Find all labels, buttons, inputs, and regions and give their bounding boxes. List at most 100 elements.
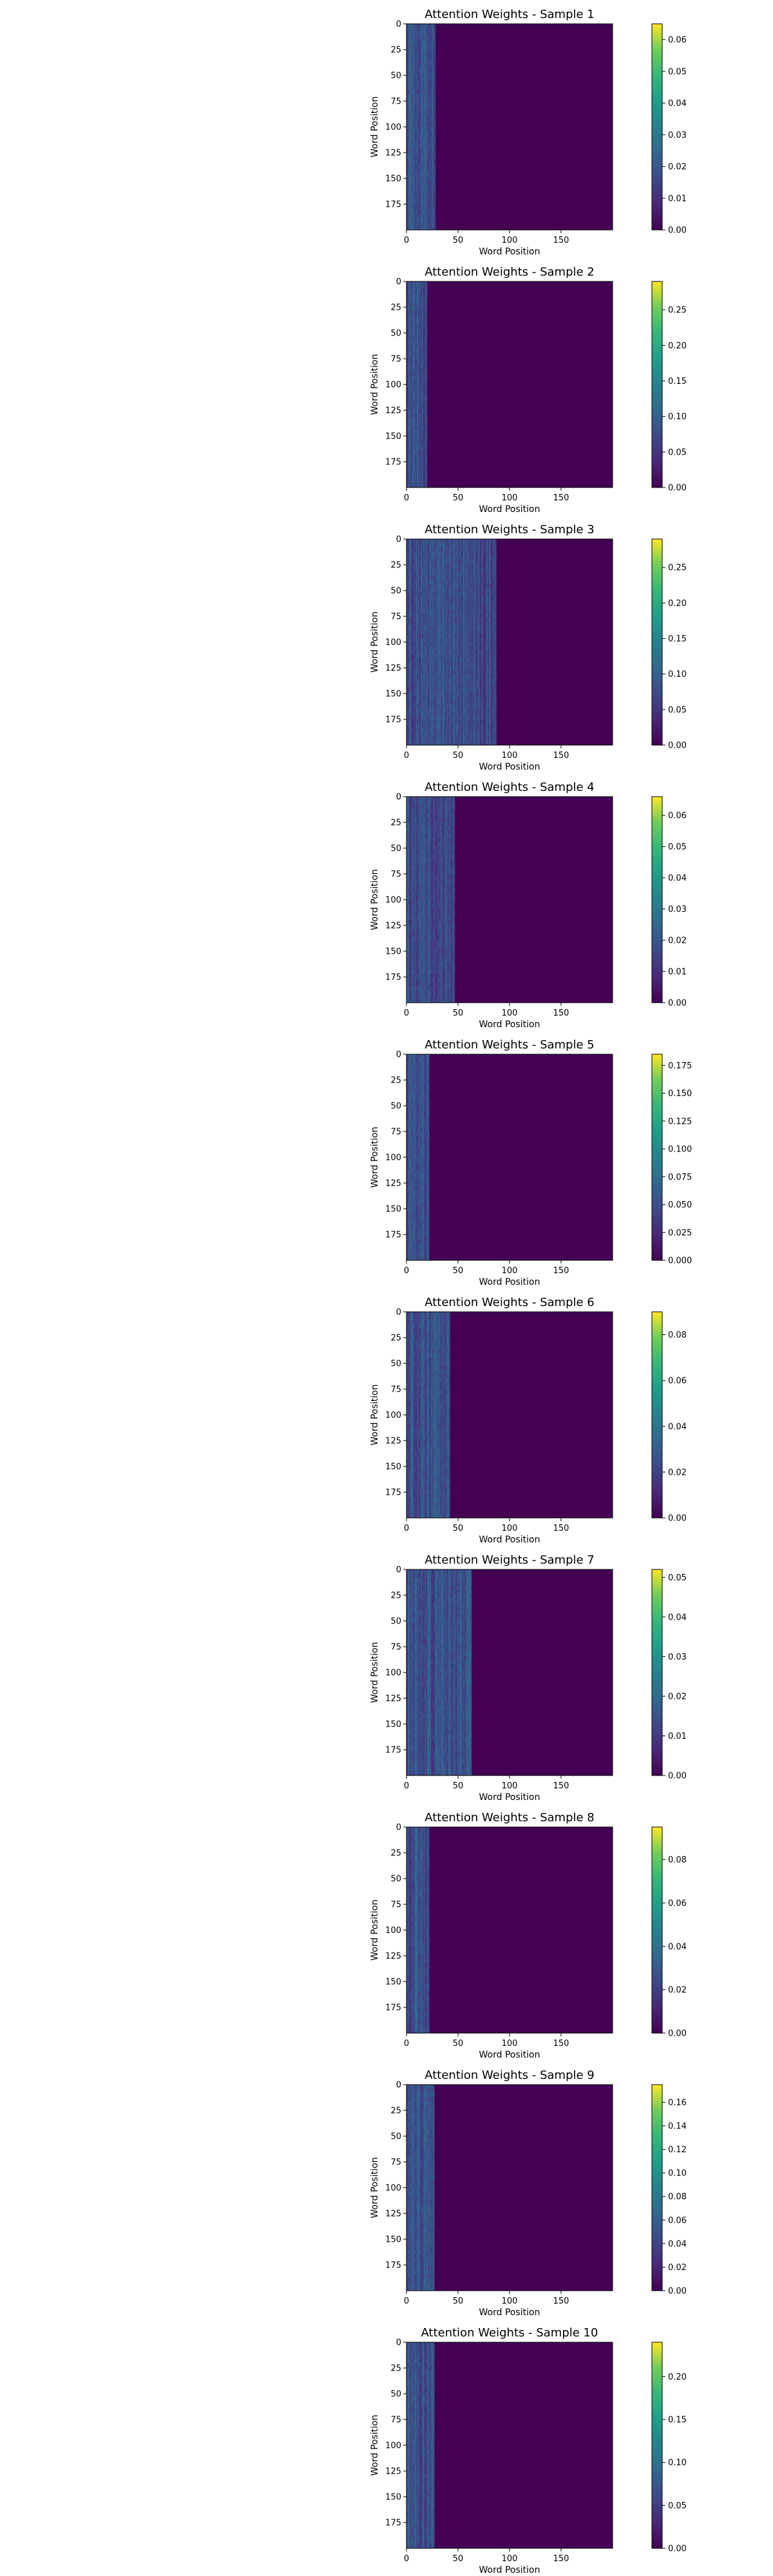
heatmap-cell bbox=[417, 663, 419, 667]
heatmap-cell bbox=[407, 663, 409, 667]
heatmap-cell bbox=[433, 139, 435, 144]
heatmap-cell bbox=[458, 539, 459, 544]
heatmap-cell bbox=[428, 36, 430, 41]
heatmap-cell bbox=[408, 372, 410, 377]
heatmap-cell bbox=[406, 180, 408, 185]
heatmap-cell bbox=[407, 122, 409, 128]
heatmap-cell bbox=[441, 728, 443, 734]
heatmap-cell bbox=[439, 704, 441, 708]
heatmap-cell bbox=[414, 73, 415, 78]
heatmap-cell bbox=[414, 675, 415, 679]
heatmap-cell bbox=[441, 712, 443, 717]
heatmap-cell bbox=[432, 32, 434, 37]
heatmap-cell bbox=[412, 634, 414, 638]
heatmap-cell bbox=[436, 732, 438, 737]
heatmap-cell bbox=[417, 61, 419, 66]
heatmap-cell bbox=[427, 691, 428, 696]
heatmap-cell bbox=[410, 189, 412, 193]
heatmap-cell bbox=[421, 213, 423, 218]
heatmap-cell bbox=[423, 724, 425, 729]
heatmap-cell bbox=[429, 28, 431, 33]
heatmap-cell bbox=[426, 617, 428, 622]
heatmap-cell bbox=[417, 663, 418, 667]
heatmap-cell bbox=[436, 679, 438, 684]
heatmap-cell bbox=[423, 327, 425, 332]
heatmap-cell bbox=[414, 621, 415, 626]
heatmap-cell bbox=[446, 667, 448, 672]
heatmap-cell bbox=[448, 679, 450, 684]
heatmap-cell bbox=[434, 543, 436, 548]
heatmap-cell bbox=[431, 580, 433, 585]
heatmap-cell bbox=[419, 359, 421, 365]
heatmap-cell bbox=[425, 724, 426, 729]
heatmap-cell bbox=[437, 555, 439, 560]
heatmap-cell bbox=[406, 57, 408, 61]
heatmap-cell bbox=[408, 401, 410, 406]
heatmap-cell bbox=[412, 696, 413, 700]
heatmap-cell bbox=[407, 302, 409, 307]
heatmap-cell bbox=[439, 675, 441, 679]
heatmap-cell bbox=[446, 564, 448, 569]
heatmap-cell bbox=[433, 724, 435, 729]
heatmap-cell bbox=[452, 629, 453, 634]
heatmap-cell bbox=[417, 564, 419, 569]
heatmap-cell bbox=[444, 592, 446, 597]
heatmap-cell bbox=[448, 704, 450, 708]
heatmap-cell bbox=[410, 728, 412, 734]
heatmap-cell bbox=[427, 679, 428, 684]
heatmap-cell bbox=[427, 708, 428, 713]
heatmap-cell bbox=[419, 193, 421, 198]
heatmap-cell bbox=[446, 675, 448, 679]
heatmap-cell bbox=[426, 118, 428, 123]
heatmap-cell bbox=[407, 555, 409, 560]
heatmap-cell bbox=[408, 306, 410, 311]
heatmap-cell bbox=[417, 708, 419, 713]
heatmap-cell bbox=[419, 687, 421, 692]
heatmap-cell bbox=[417, 86, 418, 90]
heatmap-cell bbox=[453, 539, 454, 544]
heatmap-cell bbox=[409, 147, 411, 152]
heatmap-cell bbox=[424, 52, 426, 57]
heatmap-cell bbox=[415, 122, 417, 128]
heatmap-cell bbox=[434, 667, 436, 672]
heatmap-cell bbox=[417, 180, 418, 185]
heatmap-cell bbox=[450, 539, 452, 544]
heatmap-cell bbox=[422, 654, 423, 659]
heatmap-cell bbox=[410, 122, 412, 128]
heatmap-cell bbox=[421, 380, 423, 385]
heatmap-cell bbox=[455, 696, 457, 700]
heatmap-cell bbox=[409, 605, 411, 610]
heatmap-cell bbox=[430, 617, 432, 622]
heatmap-cell bbox=[412, 368, 413, 373]
heatmap-cell bbox=[415, 110, 417, 115]
heatmap-cell bbox=[422, 189, 423, 193]
heatmap-cell bbox=[423, 118, 425, 123]
heatmap-cell bbox=[422, 81, 423, 86]
heatmap-cell bbox=[410, 670, 412, 676]
heatmap-cell bbox=[417, 118, 419, 123]
heatmap-cell bbox=[409, 40, 411, 45]
heatmap-cell bbox=[453, 588, 454, 593]
heatmap-cell bbox=[414, 372, 415, 377]
heatmap-cell bbox=[450, 687, 452, 692]
heatmap-cell bbox=[409, 127, 411, 131]
heatmap-cell bbox=[414, 106, 415, 111]
heatmap-cell bbox=[415, 180, 417, 185]
heatmap-cell bbox=[435, 683, 437, 688]
heatmap-cell bbox=[415, 114, 417, 119]
heatmap-cell bbox=[428, 580, 430, 585]
heatmap-cell bbox=[432, 629, 434, 634]
heatmap-cell bbox=[407, 294, 409, 298]
heatmap-cell bbox=[417, 143, 419, 148]
heatmap-cell bbox=[427, 732, 428, 737]
heatmap-cell bbox=[412, 720, 414, 725]
heatmap-cell bbox=[419, 127, 421, 131]
heatmap-cell bbox=[419, 442, 421, 447]
heatmap-cell bbox=[419, 380, 421, 385]
heatmap-cell bbox=[424, 621, 426, 626]
heatmap-cell bbox=[452, 646, 453, 651]
heatmap-cell bbox=[453, 560, 455, 564]
heatmap-cell bbox=[450, 696, 452, 700]
heatmap-cell bbox=[412, 355, 414, 360]
heatmap-cell bbox=[417, 634, 419, 638]
